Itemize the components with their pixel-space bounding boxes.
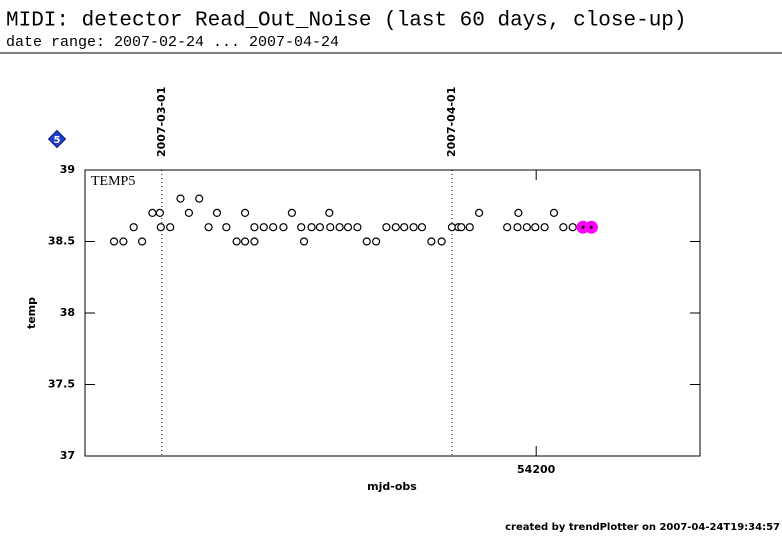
point xyxy=(522,223,531,232)
chart-title: MIDI: detector Read_Out_Noise (last 60 d… xyxy=(6,10,687,33)
point xyxy=(222,223,231,232)
point xyxy=(549,208,559,217)
point xyxy=(465,223,474,232)
point xyxy=(156,223,165,232)
point xyxy=(400,223,409,232)
badge-label: 5 xyxy=(54,135,61,146)
point xyxy=(437,237,446,246)
point xyxy=(176,194,185,203)
point xyxy=(382,223,391,232)
y-axis-label: temp xyxy=(25,297,38,329)
point xyxy=(119,237,128,246)
point xyxy=(195,194,204,203)
footer: created by trendPlotter on 2007-04-24T19… xyxy=(505,522,780,533)
point xyxy=(531,223,540,232)
point xyxy=(287,208,296,217)
point xyxy=(155,208,164,217)
point xyxy=(240,237,250,246)
date-label: 2007-04-01 xyxy=(445,87,458,157)
point xyxy=(250,223,259,232)
point xyxy=(299,237,309,246)
point xyxy=(457,223,466,232)
date-label: 2007-03-01 xyxy=(155,87,168,157)
point xyxy=(148,208,157,217)
point xyxy=(138,237,147,246)
highlight-point xyxy=(584,220,598,234)
point xyxy=(335,223,344,232)
point xyxy=(184,208,194,217)
point xyxy=(259,223,268,232)
point xyxy=(474,208,484,217)
x-axis-label: mjd-obs xyxy=(367,480,417,493)
y-tick-label: 37 xyxy=(60,449,75,462)
point xyxy=(514,208,523,217)
point xyxy=(166,223,175,232)
point xyxy=(307,223,316,232)
chart-subtitle: date range: 2007-02-24 ... 2007-04-24 xyxy=(6,34,339,51)
badge-diamond xyxy=(47,129,67,149)
point xyxy=(447,223,457,232)
point xyxy=(129,223,138,232)
point xyxy=(559,223,568,232)
y-tick-label: 38.5 xyxy=(48,235,75,248)
point xyxy=(343,223,353,232)
point xyxy=(315,223,325,232)
point xyxy=(503,223,512,232)
point xyxy=(409,223,418,232)
point xyxy=(204,223,213,232)
point xyxy=(325,208,334,217)
point xyxy=(417,223,427,232)
point xyxy=(362,237,371,246)
y-tick-label: 37.5 xyxy=(48,378,75,391)
point xyxy=(269,223,278,232)
point xyxy=(326,223,335,232)
point xyxy=(279,223,288,232)
point xyxy=(109,237,119,246)
point xyxy=(250,237,259,246)
point xyxy=(391,223,400,232)
point xyxy=(240,208,250,217)
y-tick-label: 39 xyxy=(60,163,75,176)
point xyxy=(372,237,381,246)
point xyxy=(427,237,436,246)
plot-frame xyxy=(84,169,701,457)
y-tick-label: 38 xyxy=(60,306,75,319)
point xyxy=(232,237,241,246)
point xyxy=(568,223,577,232)
panel-label: TEMP5 xyxy=(91,174,135,189)
point xyxy=(297,223,306,232)
point xyxy=(353,223,362,232)
x-tick-label: 54200 xyxy=(517,463,556,476)
point xyxy=(212,208,222,217)
point xyxy=(513,223,522,232)
point xyxy=(540,223,549,232)
